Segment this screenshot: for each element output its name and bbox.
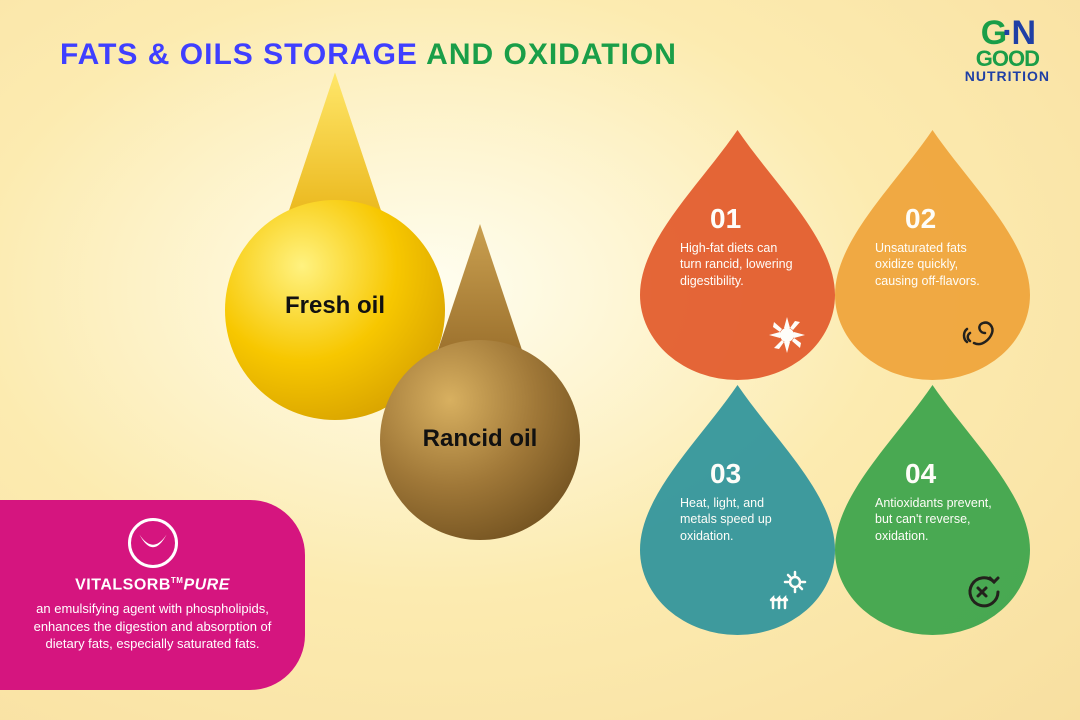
callout-brand-name: VITALSORB (75, 576, 171, 593)
info-drop-02: 02 Unsaturated fats oxidize quickly, caus… (835, 130, 1030, 380)
title-part2: AND OXIDATION (426, 38, 677, 71)
callout-brand-tm: TM (171, 576, 184, 585)
info-drop-num: 03 (710, 458, 741, 490)
info-drop-num: 02 (905, 203, 936, 235)
callout-body: an emulsifying agent with phospholipids,… (24, 600, 281, 653)
page-title: FATS & OILS STORAGE AND OXIDATION (60, 38, 677, 72)
logo-nutrition: NUTRITION (965, 68, 1050, 84)
info-drop-03: 03 Heat, light, and metals speed up oxida… (640, 385, 835, 635)
info-drop-text: Unsaturated fats oxidize quickly, causin… (875, 240, 995, 289)
info-drop-04: 04 Antioxidants prevent, but can't revers… (835, 385, 1030, 635)
logo-good: GOOD (965, 49, 1050, 69)
heat-icon (767, 570, 807, 610)
scent-icon (962, 315, 1002, 355)
product-callout: VITALSORBTMPURE an emulsifying agent wit… (0, 500, 305, 690)
info-drop-01: 01 High-fat diets can turn rancid, loweri… (640, 130, 835, 380)
callout-brand-suffix: PURE (183, 576, 229, 593)
callout-logo-icon (128, 518, 178, 568)
info-drop-text: High-fat diets can turn rancid, lowering… (680, 240, 800, 289)
title-part1: FATS & OILS STORAGE (60, 38, 418, 71)
info-drop-text: Heat, light, and metals speed up oxidati… (680, 495, 800, 544)
rancid-oil-drop: Rancid oil (380, 340, 580, 540)
brand-logo: G·N GOOD NUTRITION (965, 18, 1050, 84)
info-drop-num: 04 (905, 458, 936, 490)
splat-icon (767, 315, 807, 355)
callout-brand: VITALSORBTMPURE (24, 576, 281, 594)
info-drop-num: 01 (710, 203, 741, 235)
fresh-oil-label: Fresh oil (285, 292, 385, 320)
rancid-oil-label: Rancid oil (423, 425, 538, 453)
info-drop-text: Antioxidants prevent, but can't reverse,… (875, 495, 995, 544)
reverse-icon (962, 570, 1002, 610)
